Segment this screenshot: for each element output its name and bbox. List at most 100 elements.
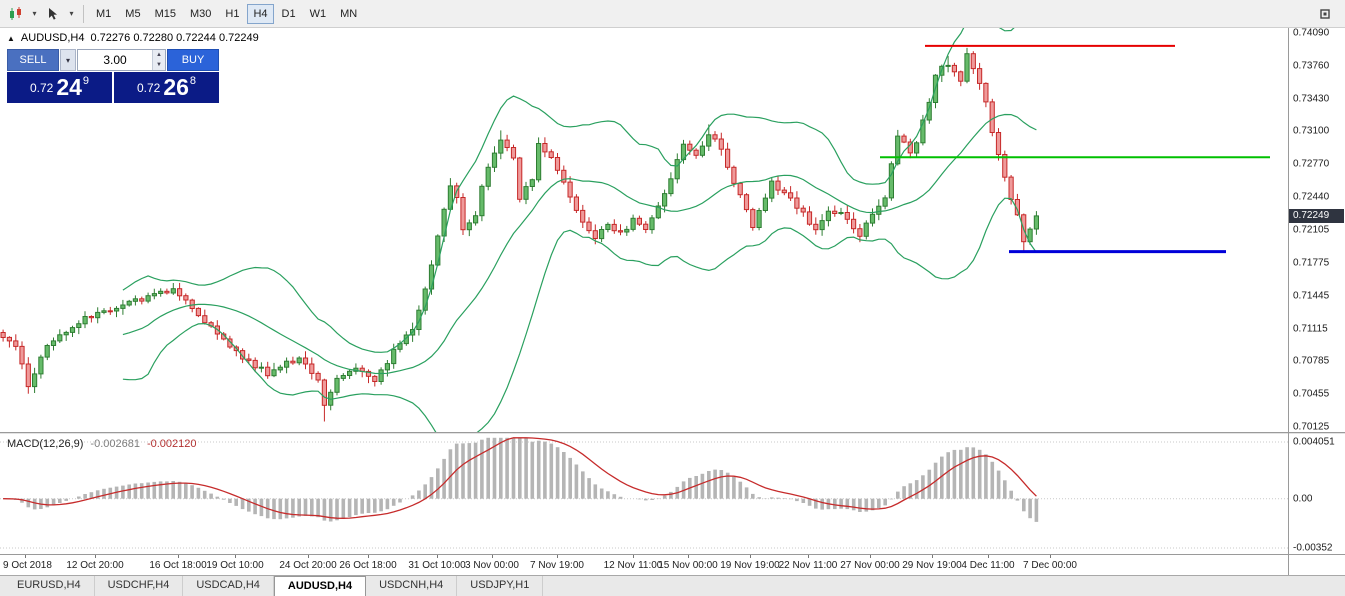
price-axis-label: 0.72105 bbox=[1293, 224, 1330, 236]
current-price-badge: 0.72249 bbox=[1289, 208, 1344, 223]
sell-price-big: 24 bbox=[56, 74, 82, 100]
time-axis-label: 26 Oct 18:00 bbox=[339, 560, 397, 571]
price-axis-label: 0.70785 bbox=[1293, 355, 1330, 367]
time-axis-label: 7 Nov 19:00 bbox=[530, 560, 584, 571]
price-axis-label: 0.71775 bbox=[1293, 257, 1330, 269]
cursor-group: ▾ bbox=[41, 3, 78, 25]
buy-button[interactable]: BUY bbox=[167, 49, 219, 71]
time-axis-tick bbox=[235, 555, 236, 558]
time-axis-label: 4 Dec 11:00 bbox=[961, 560, 1015, 571]
timeframe-button-mn[interactable]: MN bbox=[334, 4, 363, 24]
cursor-dropdown-icon[interactable]: ▾ bbox=[65, 3, 78, 25]
price-axis-label: 0.71115 bbox=[1293, 323, 1328, 335]
chart-tab-usdcad-h4[interactable]: USDCAD,H4 bbox=[183, 576, 274, 596]
macd-indicator-panel[interactable]: MACD(12,26,9) -0.002681 -0.002120 bbox=[0, 434, 1288, 554]
timeframe-button-h1[interactable]: H1 bbox=[219, 4, 245, 24]
price-axis-column: 0.74090 0.73760 0.73430 0.73100 0.72770 0.724… bbox=[1288, 28, 1345, 575]
time-axis-label: 16 Oct 18:00 bbox=[149, 560, 207, 571]
timeframe-button-h4[interactable]: H4 bbox=[247, 3, 274, 24]
time-axis-label: 12 Nov 11:00 bbox=[603, 560, 663, 571]
sell-price-pip: 9 bbox=[82, 75, 90, 87]
buy-price-big: 26 bbox=[163, 74, 189, 100]
price-chart-panel[interactable]: ▲ AUDUSD,H4 0.72276 0.72280 0.72244 0.72… bbox=[0, 28, 1288, 432]
timeframe-buttons: M1 M5 M15 M30 H1 H4 D1 W1 MN bbox=[89, 3, 364, 24]
chart-type-dropdown-icon[interactable]: ▾ bbox=[28, 3, 41, 25]
time-axis[interactable]: 9 Oct 2018 12 Oct 20:00 16 Oct 18:00 19 Oct… bbox=[0, 554, 1288, 575]
macd-axis-label: 0.00 bbox=[1293, 493, 1313, 505]
chart-type-group: ▾ bbox=[4, 3, 41, 25]
macd-axis-label: 0.004051 bbox=[1293, 436, 1335, 448]
toolbar-overflow-icon[interactable] bbox=[1313, 3, 1337, 25]
sell-price-display[interactable]: 0.72 24 9 bbox=[7, 72, 112, 103]
panel-splitter[interactable] bbox=[0, 432, 1288, 434]
candlestick-chart-icon[interactable] bbox=[4, 3, 28, 25]
time-axis-tick bbox=[750, 555, 751, 558]
cursor-icon[interactable] bbox=[41, 3, 65, 25]
chart-column: ▲ AUDUSD,H4 0.72276 0.72280 0.72244 0.72… bbox=[0, 28, 1288, 575]
price-axis-label: 0.72440 bbox=[1293, 191, 1330, 203]
volume-spinner: ▲ ▼ bbox=[152, 50, 165, 70]
macd-indicator-label: MACD(12,26,9) -0.002681 -0.002120 bbox=[7, 438, 197, 450]
chart-tabbar: EURUSD,H4 USDCHF,H4 USDCAD,H4 AUDUSD,H4 USDC… bbox=[0, 575, 1345, 596]
timeframe-button-m30[interactable]: M30 bbox=[184, 4, 217, 24]
time-axis-label: 29 Nov 19:00 bbox=[902, 560, 962, 571]
time-axis-tick bbox=[437, 555, 438, 558]
time-axis-label: 9 Oct 2018 bbox=[3, 560, 52, 571]
toolbar-separator bbox=[83, 4, 84, 23]
oct-collapse-icon[interactable]: ▲ bbox=[7, 33, 15, 43]
chart-tab-usdcnh-h4[interactable]: USDCNH,H4 bbox=[366, 576, 458, 596]
buy-price-display[interactable]: 0.72 26 8 bbox=[114, 72, 219, 103]
time-axis-tick bbox=[633, 555, 634, 558]
volume-dropdown-button[interactable]: ▾ bbox=[60, 49, 76, 71]
time-axis-label: 22 Nov 11:00 bbox=[778, 560, 838, 571]
macd-signal-value: -0.002120 bbox=[146, 438, 197, 450]
time-axis-label: 19 Nov 19:00 bbox=[720, 560, 780, 571]
price-axis-label: 0.72770 bbox=[1293, 158, 1330, 170]
volume-increase-button[interactable]: ▲ bbox=[153, 50, 165, 60]
timeframe-button-m5[interactable]: M5 bbox=[119, 4, 146, 24]
price-axis-label: 0.71445 bbox=[1293, 290, 1330, 302]
toolbar-right bbox=[1313, 3, 1341, 25]
sell-button[interactable]: SELL bbox=[7, 49, 59, 71]
chart-tab-usdchf-h4[interactable]: USDCHF,H4 bbox=[95, 576, 184, 596]
time-axis-tick bbox=[25, 555, 26, 558]
chart-tab-eurusd-h4[interactable]: EURUSD,H4 bbox=[4, 576, 95, 596]
chart-ohlc-values: 0.72276 0.72280 0.72244 0.72249 bbox=[90, 32, 259, 44]
price-axis[interactable]: 0.74090 0.73760 0.73430 0.73100 0.72770 0.724… bbox=[1289, 28, 1345, 433]
timeframe-button-d1[interactable]: D1 bbox=[276, 4, 302, 24]
macd-canvas[interactable] bbox=[0, 434, 1288, 554]
time-axis-label: 15 Nov 00:00 bbox=[658, 560, 718, 571]
timeframe-button-w1[interactable]: W1 bbox=[304, 4, 333, 24]
oct-prices-row: 0.72 24 9 0.72 26 8 bbox=[7, 72, 219, 103]
chart-tab-audusd-h4[interactable]: AUDUSD,H4 bbox=[273, 576, 367, 596]
axis-splitter bbox=[1289, 432, 1345, 434]
macd-axis[interactable]: 0.004051 0.00 -0.00352 bbox=[1289, 434, 1345, 554]
macd-axis-label: -0.00352 bbox=[1293, 542, 1333, 554]
time-axis-tick bbox=[308, 555, 309, 558]
time-axis-tick bbox=[368, 555, 369, 558]
time-axis-label: 27 Nov 00:00 bbox=[840, 560, 900, 571]
time-axis-tick bbox=[1050, 555, 1051, 558]
time-axis-tick bbox=[688, 555, 689, 558]
price-chart-canvas[interactable] bbox=[0, 28, 1288, 432]
volume-input[interactable]: 3.00 ▲ ▼ bbox=[77, 49, 166, 71]
price-axis-label: 0.73430 bbox=[1293, 93, 1330, 105]
chart-tab-usdjpy-h1[interactable]: USDJPY,H1 bbox=[457, 576, 544, 596]
sell-price-prefix: 0.72 bbox=[29, 80, 54, 95]
volume-decrease-button[interactable]: ▼ bbox=[153, 60, 165, 70]
macd-main-value: -0.002681 bbox=[90, 438, 140, 450]
time-axis-label: 12 Oct 20:00 bbox=[66, 560, 124, 571]
chart-content: ▲ AUDUSD,H4 0.72276 0.72280 0.72244 0.72… bbox=[0, 28, 1345, 575]
time-axis-tick bbox=[95, 555, 96, 558]
price-axis-label: 0.73760 bbox=[1293, 60, 1330, 72]
price-axis-label: 0.70455 bbox=[1293, 388, 1330, 400]
volume-value: 3.00 bbox=[103, 53, 127, 67]
timeframe-button-m15[interactable]: M15 bbox=[149, 4, 182, 24]
time-axis-tick bbox=[492, 555, 493, 558]
toolbar: ▾ ▾ M1 M5 M15 M30 H1 H4 D1 W1 MN bbox=[0, 0, 1345, 28]
time-axis-label: 7 Dec 00:00 bbox=[1023, 560, 1077, 571]
timeframe-button-m1[interactable]: M1 bbox=[90, 4, 117, 24]
buy-price-prefix: 0.72 bbox=[136, 80, 161, 95]
one-click-trading-panel: SELL ▾ 3.00 ▲ ▼ BUY 0.72 bbox=[7, 49, 219, 103]
time-axis-label: 31 Oct 10:00 bbox=[408, 560, 466, 571]
